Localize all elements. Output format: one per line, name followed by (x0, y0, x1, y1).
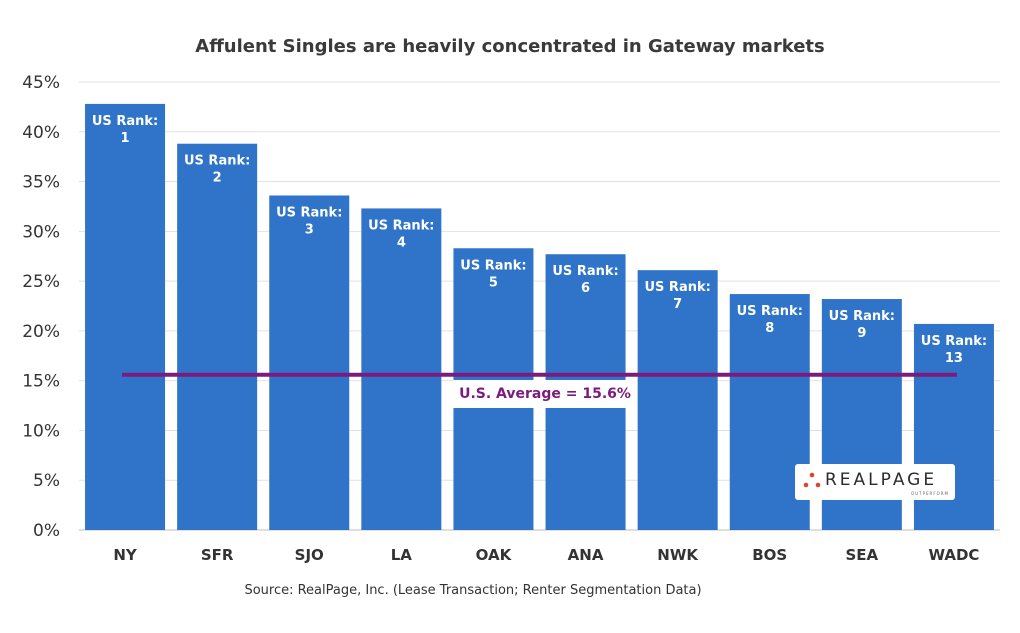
y-tick-label: 25% (22, 272, 60, 292)
rank-value-label: 1 (121, 131, 130, 146)
logo-dots-icon (803, 472, 821, 488)
x-tick-label: NWK (657, 546, 699, 564)
bar-ny (85, 103, 166, 530)
x-tick-label: SJO (295, 546, 324, 564)
rank-prefix-label: US Rank: (829, 309, 895, 324)
x-axis-ticks: NY SFR SJO LA OAK ANA NWK BOS SEA WADC (113, 546, 979, 564)
y-tick-label: 30% (22, 222, 60, 242)
rank-prefix-label: US Rank: (552, 264, 618, 279)
bar-sfr (177, 143, 258, 531)
y-tick-label: 20% (22, 322, 60, 342)
x-tick-label: BOS (752, 546, 787, 564)
rank-value-label: 3 (305, 222, 314, 237)
rank-value-label: 5 (489, 275, 498, 290)
rank-value-label: 4 (397, 235, 406, 250)
x-tick-label: OAK (476, 546, 513, 564)
y-tick-label: 10% (22, 421, 60, 441)
rank-value-label: 9 (857, 326, 866, 341)
rank-value-label: 13 (945, 351, 963, 366)
rank-prefix-label: US Rank: (276, 205, 342, 220)
rank-prefix-label: US Rank: (921, 334, 987, 349)
y-tick-label: 40% (22, 123, 60, 143)
y-tick-label: 5% (33, 471, 60, 491)
x-tick-label: WADC (928, 546, 979, 564)
rank-prefix-label: US Rank: (644, 280, 710, 295)
rank-value-label: 2 (213, 171, 222, 186)
rank-prefix-label: US Rank: (737, 304, 803, 319)
x-tick-label: NY (113, 546, 138, 564)
x-tick-label: SFR (201, 546, 234, 564)
x-tick-label: LA (391, 546, 413, 564)
chart-title: Affulent Singles are heavily concentrate… (195, 36, 825, 57)
bar-la (361, 208, 442, 531)
rank-prefix-label: US Rank: (92, 114, 158, 129)
bar-sjo (269, 195, 350, 530)
y-tick-label: 0% (33, 521, 60, 541)
y-tick-label: 15% (22, 372, 60, 392)
rank-value-label: 8 (765, 321, 774, 336)
logo-tagline: OUTPERFORM (911, 491, 949, 496)
rank-labels: US Rank: 1 US Rank: 2 US Rank: 3 US Rank: 4 US R… (92, 114, 987, 366)
rank-value-label: 7 (673, 297, 682, 312)
bars (85, 103, 994, 531)
rank-value-label: 6 (581, 281, 590, 296)
logo-wordmark: REALPAGE (825, 470, 938, 490)
y-axis-ticks: 0% 5% 10% 15% 20% 25% 30% 35% 40% 45% (22, 73, 60, 541)
rank-prefix-label: US Rank: (368, 218, 434, 233)
y-tick-label: 35% (22, 173, 60, 193)
source-note: Source: RealPage, Inc. (Lease Transactio… (244, 583, 702, 598)
x-tick-label: SEA (846, 546, 879, 564)
rank-prefix-label: US Rank: (184, 154, 250, 169)
x-tick-label: ANA (568, 546, 604, 564)
us-average-label: U.S. Average = 15.6% (453, 380, 637, 408)
realpage-logo: REALPAGE OUTPERFORM (795, 464, 955, 500)
rank-prefix-label: US Rank: (460, 258, 526, 273)
bar-nwk (637, 270, 718, 530)
y-tick-label: 45% (22, 73, 60, 93)
